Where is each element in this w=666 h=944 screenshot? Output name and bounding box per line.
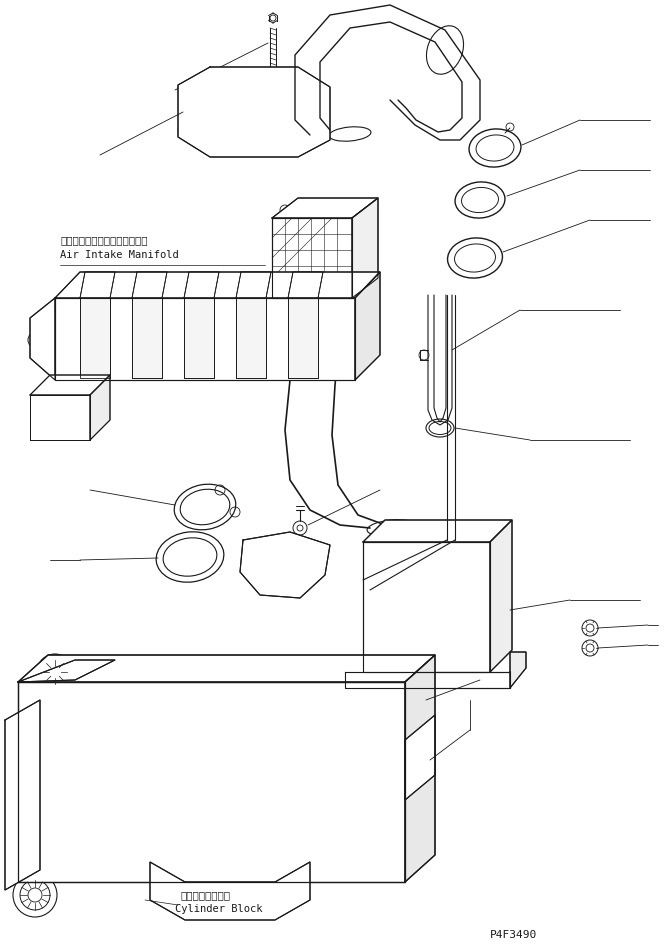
Polygon shape — [405, 655, 435, 882]
Circle shape — [276, 720, 346, 790]
Polygon shape — [510, 652, 526, 688]
Polygon shape — [150, 862, 310, 920]
Polygon shape — [236, 272, 271, 298]
Circle shape — [40, 397, 76, 433]
Polygon shape — [272, 198, 378, 218]
Polygon shape — [55, 272, 380, 298]
Polygon shape — [90, 375, 110, 440]
Polygon shape — [30, 375, 110, 395]
Polygon shape — [55, 298, 355, 380]
Polygon shape — [18, 660, 115, 682]
Polygon shape — [363, 542, 490, 672]
Circle shape — [112, 720, 182, 790]
Circle shape — [582, 620, 598, 636]
Polygon shape — [132, 272, 167, 298]
Polygon shape — [5, 700, 40, 890]
Circle shape — [193, 279, 205, 291]
Polygon shape — [184, 298, 214, 378]
Polygon shape — [240, 532, 330, 598]
Polygon shape — [184, 272, 219, 298]
Circle shape — [141, 279, 153, 291]
Polygon shape — [80, 272, 115, 298]
Circle shape — [297, 279, 309, 291]
Polygon shape — [18, 682, 405, 882]
Polygon shape — [272, 218, 352, 298]
Polygon shape — [236, 298, 266, 378]
Polygon shape — [288, 298, 318, 378]
Polygon shape — [355, 272, 380, 380]
Circle shape — [37, 654, 73, 690]
Circle shape — [194, 720, 264, 790]
Polygon shape — [30, 298, 55, 380]
Text: Air Intake Manifold: Air Intake Manifold — [60, 250, 178, 260]
Circle shape — [13, 873, 57, 917]
Polygon shape — [363, 520, 512, 542]
Polygon shape — [352, 198, 378, 298]
Text: P4F3490: P4F3490 — [490, 930, 537, 940]
Polygon shape — [132, 298, 162, 378]
Circle shape — [30, 720, 100, 790]
Circle shape — [89, 279, 101, 291]
Polygon shape — [18, 655, 435, 682]
Circle shape — [582, 640, 598, 656]
Text: Cylinder Block: Cylinder Block — [175, 904, 262, 914]
Polygon shape — [178, 67, 330, 157]
Text: エアーインタークマニホールド: エアーインタークマニホールド — [60, 235, 147, 245]
Polygon shape — [80, 298, 110, 378]
Text: シリンダブロック: シリンダブロック — [180, 890, 230, 900]
Polygon shape — [288, 272, 323, 298]
Circle shape — [245, 279, 257, 291]
Polygon shape — [490, 520, 512, 672]
Polygon shape — [405, 715, 435, 800]
Polygon shape — [345, 672, 510, 688]
Polygon shape — [30, 395, 90, 440]
